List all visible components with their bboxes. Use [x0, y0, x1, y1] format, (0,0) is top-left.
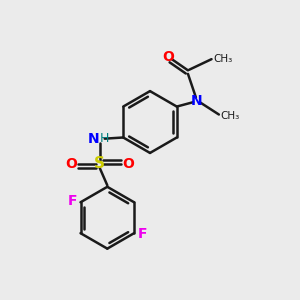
- Text: O: O: [65, 157, 77, 171]
- Text: F: F: [138, 227, 147, 241]
- Text: O: O: [162, 50, 174, 64]
- Text: CH₃: CH₃: [213, 54, 232, 64]
- Text: F: F: [68, 194, 77, 208]
- Text: N: N: [88, 132, 100, 146]
- Text: CH₃: CH₃: [220, 111, 240, 121]
- Text: O: O: [122, 157, 134, 171]
- Text: S: S: [94, 157, 105, 172]
- Text: H: H: [100, 133, 109, 146]
- Text: N: N: [191, 94, 202, 108]
